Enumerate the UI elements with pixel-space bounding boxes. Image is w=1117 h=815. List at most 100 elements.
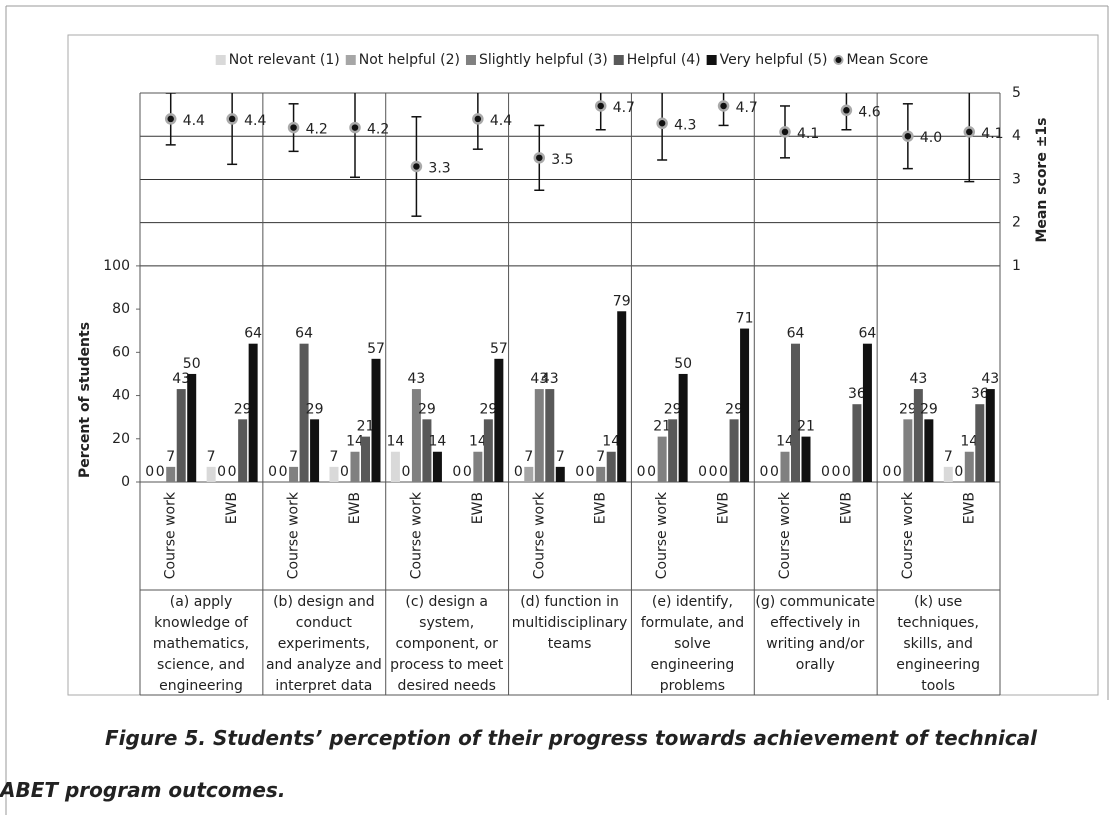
- x-tick-label: Course work: [408, 491, 424, 579]
- bar-value-label: 0: [770, 464, 779, 480]
- legend-swatch: [613, 55, 624, 65]
- y-tick-label: 0: [121, 474, 130, 490]
- bar-value-label: 0: [760, 464, 769, 480]
- bar-value-label: 50: [674, 356, 692, 372]
- bar: [729, 419, 739, 482]
- bar: [206, 466, 216, 482]
- bar-value-label: 43: [541, 371, 559, 387]
- y2-tick-label: 2: [1012, 215, 1021, 231]
- bar-value-label: 0: [882, 464, 891, 480]
- legend-label: Not relevant (1): [229, 52, 340, 68]
- bar: [985, 389, 995, 482]
- bar-value-label: 0: [279, 464, 288, 480]
- bar-value-label: 71: [736, 311, 754, 327]
- bar: [555, 466, 565, 482]
- bar-value-label: 14: [387, 434, 405, 450]
- bar-value-label: 29: [664, 401, 682, 417]
- mean-marker: [902, 130, 914, 142]
- bar-value-label: 0: [637, 464, 646, 480]
- bar: [903, 419, 913, 482]
- x-tick-label: EWB: [961, 492, 977, 524]
- bar-value-label: 14: [602, 434, 620, 450]
- bar: [432, 451, 442, 482]
- bar-value-label: 14: [469, 434, 487, 450]
- bar-value-label: 0: [514, 464, 523, 480]
- bar-value-label: 29: [234, 401, 252, 417]
- bar-value-label: 43: [408, 371, 426, 387]
- bar-value-label: 64: [244, 326, 262, 342]
- legend-swatch: [215, 55, 226, 65]
- bar-value-label: 0: [709, 464, 718, 480]
- bar: [310, 419, 320, 482]
- bar-value-label: 36: [848, 386, 866, 402]
- bar-value-label: 0: [954, 464, 963, 480]
- bar: [545, 389, 555, 482]
- bar: [483, 419, 493, 482]
- x-tick-label: EWB: [593, 492, 609, 524]
- group-label: (g) communicate effectively in writing a…: [755, 594, 876, 673]
- group-label: (k) use techniques, skills, and engineer…: [896, 594, 981, 694]
- bar-value-label: 14: [960, 434, 978, 450]
- mean-label: 4.4: [244, 113, 266, 129]
- mean-marker: [164, 113, 177, 125]
- bar-value-label: 0: [463, 464, 472, 480]
- bar: [187, 373, 197, 482]
- bar: [913, 389, 923, 482]
- bar-value-label: 0: [217, 464, 226, 480]
- x-tick-label: Course work: [654, 491, 670, 579]
- mean-label: 4.3: [674, 117, 696, 133]
- mean-marker: [594, 100, 607, 112]
- bar-value-label: 7: [207, 449, 216, 465]
- bar-value-label: 14: [429, 434, 447, 450]
- bar: [248, 343, 258, 482]
- bar-value-label: 0: [156, 464, 165, 480]
- y-axis-title: Percent of students: [77, 322, 93, 478]
- bar-value-label: 7: [524, 449, 533, 465]
- y-tick-label: 40: [112, 388, 130, 404]
- bar-value-label: 0: [340, 464, 349, 480]
- bar-value-label: 57: [367, 341, 385, 357]
- bar-value-label: 14: [776, 434, 794, 450]
- bar-value-label: 0: [452, 464, 461, 480]
- bar-value-label: 21: [797, 419, 815, 435]
- bar: [494, 358, 504, 482]
- bar: [176, 389, 186, 482]
- x-tick-label: Course work: [163, 491, 179, 579]
- y-tick-label: 60: [112, 344, 130, 360]
- bar: [617, 311, 627, 482]
- bar: [422, 419, 432, 482]
- x-tick-label: EWB: [838, 492, 854, 524]
- bar-value-label: 0: [586, 464, 595, 480]
- y-tick-label: 80: [112, 301, 130, 317]
- bar: [329, 466, 339, 482]
- bar-value-label: 7: [944, 449, 953, 465]
- bar-value-label: 64: [295, 326, 313, 342]
- mean-label: 4.0: [920, 130, 942, 146]
- bar-value-label: 0: [575, 464, 584, 480]
- bar: [289, 466, 299, 482]
- mean-label: 4.7: [736, 100, 758, 116]
- bar: [780, 451, 790, 482]
- bar-value-label: 7: [596, 449, 605, 465]
- x-tick-label: EWB: [224, 492, 240, 524]
- bar-value-label: 43: [530, 371, 548, 387]
- bar-value-label: 29: [920, 401, 938, 417]
- x-tick-label: Course work: [286, 491, 302, 579]
- bar-value-label: 0: [719, 464, 728, 480]
- bar: [657, 436, 667, 482]
- mean-marker: [226, 113, 238, 125]
- mean-label: 4.4: [490, 113, 512, 129]
- bar: [975, 404, 985, 482]
- bar: [791, 343, 800, 482]
- bar-value-label: 29: [306, 401, 324, 417]
- bar-value-label: 29: [899, 401, 917, 417]
- bar: [668, 419, 678, 482]
- bar: [596, 466, 606, 482]
- bar: [371, 358, 381, 482]
- x-tick-label: EWB: [716, 492, 732, 524]
- y2-tick-label: 5: [1012, 85, 1021, 101]
- mean-marker: [656, 117, 668, 130]
- bar-value-label: 29: [418, 401, 436, 417]
- y2-tick-label: 4: [1012, 128, 1021, 144]
